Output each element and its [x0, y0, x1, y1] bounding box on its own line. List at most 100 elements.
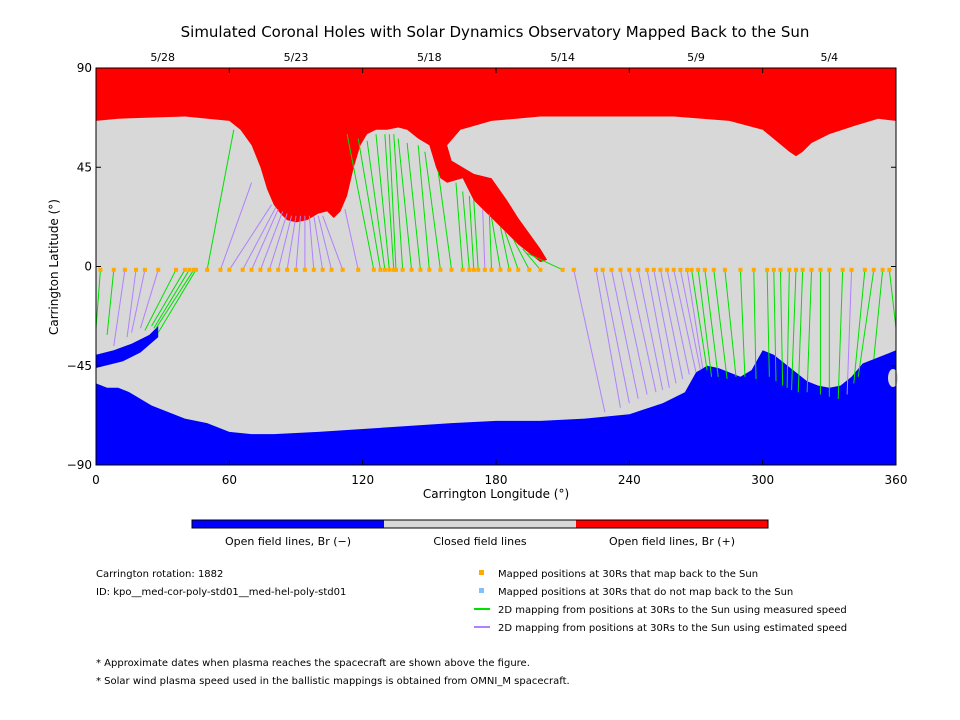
mapped-point — [738, 267, 743, 272]
mapping-line-estimated — [686, 269, 704, 369]
mapped-point — [887, 267, 892, 272]
mapped-point — [594, 267, 598, 272]
mapped-point — [516, 267, 521, 272]
mapped-point — [174, 267, 178, 272]
mapped-point — [809, 267, 814, 272]
mapping-line-estimated — [313, 215, 324, 270]
mapping-line-measured — [513, 239, 530, 271]
mapping-line-measured — [526, 252, 563, 271]
mapped-point — [182, 267, 187, 272]
mapping-line-measured — [504, 231, 519, 270]
y-tick-label: −45 — [67, 359, 92, 373]
mapping-line-measured — [691, 269, 708, 371]
mapped-point — [771, 267, 776, 272]
x-tick-label: 120 — [351, 473, 374, 487]
mapping-line-estimated — [126, 269, 137, 338]
y-axis-label: Carrington Latitude (°) — [47, 199, 61, 335]
mapped-point — [258, 267, 263, 272]
mapped-point — [249, 267, 254, 272]
mapped-point — [871, 267, 876, 272]
mapped-point — [618, 267, 623, 272]
mapping-line-measured — [853, 269, 866, 384]
mapping-line-estimated — [131, 269, 146, 333]
mapped-point — [467, 267, 472, 272]
mapped-point — [187, 267, 192, 272]
mapping-line-estimated — [619, 269, 648, 395]
mapped-point — [194, 267, 198, 272]
mapped-point — [609, 267, 614, 272]
mapped-point — [482, 267, 487, 272]
mapping-line-measured — [424, 151, 441, 270]
plot-area — [95, 67, 898, 466]
mapped-point — [778, 267, 783, 272]
mapped-point — [818, 267, 823, 272]
legend-label: 2D mapping from positions at 30Rs to the… — [498, 623, 847, 634]
mapping-line-estimated — [653, 269, 677, 384]
mapping-line-estimated — [277, 215, 293, 270]
y-tick-label: 0 — [84, 260, 92, 274]
mapped-point — [142, 267, 147, 272]
mapped-point — [498, 267, 503, 272]
mapping-line-estimated — [286, 215, 297, 270]
mapped-point — [527, 267, 532, 272]
mapping-line-measured — [806, 269, 813, 393]
mapped-point — [156, 267, 161, 272]
mapped-point — [849, 267, 854, 272]
mapped-point — [240, 267, 245, 272]
mapping-line-estimated — [322, 215, 344, 270]
mapped-point — [862, 267, 867, 272]
colorbar-label-closed: Closed field lines — [433, 535, 527, 548]
legend-swatch-point — [479, 588, 484, 593]
mapping-line-measured — [766, 269, 770, 377]
mapping-line-measured — [437, 171, 453, 270]
mapping-line-measured — [388, 134, 397, 270]
mapped-point — [438, 267, 443, 272]
top-date-label: 5/4 — [820, 51, 838, 64]
mapped-point — [329, 267, 334, 272]
mapping-line-measured — [753, 269, 757, 379]
mapping-line-estimated — [846, 269, 853, 395]
mapping-line-estimated — [679, 269, 701, 371]
x-tick-label: 360 — [885, 473, 908, 487]
mapping-line-measured — [106, 269, 115, 335]
mapped-point — [658, 267, 663, 272]
mapping-line-estimated — [113, 269, 126, 346]
mapping-line-measured — [522, 248, 541, 271]
mapped-point — [671, 267, 676, 272]
mapped-point — [111, 267, 116, 272]
mapping-line-estimated — [295, 215, 301, 270]
mapping-line-estimated — [317, 215, 333, 270]
mapped-point — [302, 267, 307, 272]
mapping-line-measured — [791, 269, 797, 391]
mapping-line-measured — [786, 269, 790, 388]
top-date-label: 5/23 — [284, 51, 309, 64]
mapped-point — [191, 267, 196, 272]
mapped-point — [765, 267, 770, 272]
x-tick-label: 0 — [92, 473, 100, 487]
mapping-line-measured — [697, 269, 713, 377]
legend-swatch-point — [479, 570, 484, 575]
mapped-point — [122, 267, 127, 272]
mapped-point — [476, 267, 481, 272]
mapping-line-measured — [393, 134, 404, 270]
mapping-line-measured — [468, 195, 475, 270]
mapping-line-estimated — [573, 269, 606, 413]
top-date-label: 5/18 — [417, 51, 442, 64]
mapping-line-measured — [366, 140, 386, 270]
mapping-line-estimated — [139, 269, 159, 329]
mapped-point — [340, 267, 345, 272]
legend-label: 2D mapping from positions at 30Rs to the… — [498, 605, 847, 616]
mapping-line-measured — [397, 138, 413, 270]
mapped-point — [356, 267, 361, 272]
mapped-point — [267, 267, 272, 272]
mapping-line-measured — [739, 269, 746, 377]
mapping-line-measured — [357, 138, 381, 270]
negative-open-field-region — [96, 350, 896, 465]
mapping-line-measured — [724, 269, 737, 377]
mapped-point — [689, 267, 694, 272]
colorbar-label-positive: Open field lines, Br (+) — [609, 535, 735, 548]
mapped-point — [371, 267, 376, 272]
mapped-point — [636, 267, 641, 272]
mapped-point — [227, 267, 232, 272]
